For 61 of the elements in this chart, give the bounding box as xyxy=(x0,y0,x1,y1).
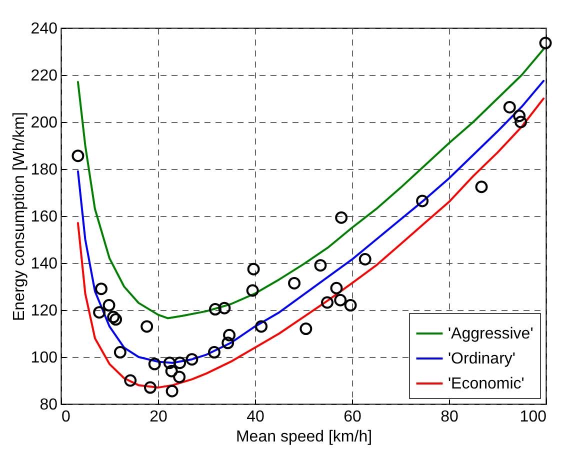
point xyxy=(314,259,327,272)
y-tick-label: 220 xyxy=(30,68,58,84)
point xyxy=(255,320,268,333)
point xyxy=(218,302,231,314)
x-tick-label: 100 xyxy=(520,408,547,426)
y-tick-label: 240 xyxy=(30,20,58,38)
point xyxy=(124,374,137,387)
point xyxy=(416,194,429,208)
point xyxy=(321,296,334,309)
legend-label: 'Aggressive' xyxy=(448,326,534,342)
point xyxy=(163,356,176,370)
line-series xyxy=(76,48,545,320)
x-tick-label: 40 xyxy=(246,408,264,426)
point xyxy=(288,276,301,290)
point xyxy=(208,303,222,316)
x-tick-label: 60 xyxy=(344,408,362,426)
point xyxy=(223,328,236,342)
y-tick-label: 200 xyxy=(30,114,58,132)
x-tick-label: 0 xyxy=(62,408,70,426)
y-tick-label: 160 xyxy=(30,208,58,226)
point xyxy=(93,306,106,319)
point xyxy=(148,358,161,370)
point xyxy=(95,282,108,296)
point xyxy=(358,253,372,266)
point xyxy=(334,294,347,306)
point xyxy=(335,211,348,224)
y-tick-label: 120 xyxy=(30,302,58,320)
y-tick-label: 80 xyxy=(40,396,58,414)
point xyxy=(330,282,343,294)
point xyxy=(208,346,221,359)
legend-label: 'Economic' xyxy=(448,376,524,392)
y-axis-title: Energy consumption [Wh/km] xyxy=(10,112,28,321)
point xyxy=(144,381,156,394)
x-axis-title: Mean speed [km/h] xyxy=(236,428,372,446)
x-tick-label: 20 xyxy=(150,408,168,426)
legend-label: 'Ordinary' xyxy=(448,350,516,368)
y-tick-label: 140 xyxy=(30,256,58,272)
point xyxy=(140,320,154,333)
point xyxy=(344,299,357,312)
point xyxy=(247,262,260,276)
y-tick-label: 180 xyxy=(30,162,58,178)
point xyxy=(186,353,198,366)
y-tick-label: 100 xyxy=(30,350,58,366)
point xyxy=(166,384,178,398)
point xyxy=(165,364,178,378)
point xyxy=(513,110,526,122)
point xyxy=(174,356,186,370)
point xyxy=(475,180,488,194)
point xyxy=(110,313,122,326)
x-tick-label: 80 xyxy=(440,408,458,426)
point xyxy=(222,336,234,350)
point xyxy=(539,36,552,50)
point xyxy=(72,150,84,162)
point xyxy=(114,346,126,359)
point xyxy=(246,284,259,297)
point xyxy=(514,116,528,128)
point xyxy=(102,299,116,312)
point xyxy=(107,310,120,324)
point xyxy=(173,370,186,384)
point xyxy=(300,322,312,336)
point xyxy=(503,100,516,114)
